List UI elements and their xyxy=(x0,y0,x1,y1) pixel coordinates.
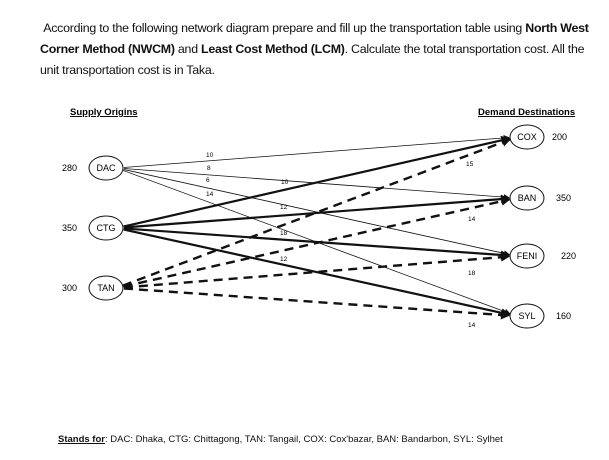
demand-node-label: FENI xyxy=(517,251,538,261)
edge-cost-tan-feni: 18 xyxy=(468,270,476,277)
supply-qty: 300 xyxy=(62,283,77,293)
supply-node-label: CTG xyxy=(97,223,116,233)
edge-tan-cox xyxy=(122,138,511,287)
problem-text-3: . Calculate the total transportation cos… xyxy=(40,42,585,77)
problem-statement: According to the following network diagr… xyxy=(40,18,600,81)
edges-group: 10 8 6 14 10 12 18 12 15 14 18 14 xyxy=(122,134,511,329)
supply-qty: 350 xyxy=(62,223,77,233)
demand-destinations-header: Demand Destinations xyxy=(478,107,575,118)
edge-cost-dac-ban: 8 xyxy=(207,165,211,172)
demand-node-cox: COX 200 xyxy=(509,124,567,150)
demand-node-label: SYL xyxy=(518,311,535,321)
legend-label: Stands for xyxy=(58,434,105,445)
edge-cost-ctg-feni: 18 xyxy=(280,230,288,237)
demand-node-label: COX xyxy=(517,132,537,142)
edge-cost-dac-syl: 14 xyxy=(206,191,214,198)
edge-ctg-cox xyxy=(123,135,511,228)
edge-ctg-syl xyxy=(123,228,511,318)
problem-bold-lcm: Least Cost Method (LCM) xyxy=(201,42,345,56)
legend: Stands for: DAC: Dhaka, CTG: Chittagong,… xyxy=(58,434,503,445)
problem-text-1: According to the following network diagr… xyxy=(43,21,526,35)
demand-node-ban: BAN 350 xyxy=(509,185,571,211)
demand-qty: 220 xyxy=(561,251,576,261)
problem-text-2: and xyxy=(174,42,202,56)
demand-qty: 200 xyxy=(552,132,567,142)
demand-qty: 160 xyxy=(556,311,571,321)
demand-qty: 350 xyxy=(556,193,571,203)
edge-cost-ctg-cox: 10 xyxy=(281,179,289,186)
supply-node-label: TAN xyxy=(97,283,114,293)
edge-cost-tan-ban: 14 xyxy=(468,216,476,223)
edge-tan-ban xyxy=(123,196,511,288)
edge-tan-feni xyxy=(123,252,510,289)
edge-tan-syl xyxy=(123,287,510,320)
legend-text: : DAC: Dhaka, CTG: Chittagong, TAN: Tang… xyxy=(104,434,503,445)
supply-origins-header: Supply Origins xyxy=(70,107,138,118)
supply-node-dac: DAC 280 xyxy=(62,155,124,181)
demand-node-label: BAN xyxy=(518,193,537,203)
problem-bold-nwcm: North West Corner Method (NWCM) xyxy=(40,21,589,56)
supply-node-ctg: CTG 350 xyxy=(62,215,124,241)
edge-ctg-ban xyxy=(123,194,510,229)
edge-cost-tan-syl: 14 xyxy=(468,322,476,329)
edge-cost-tan-cox: 15 xyxy=(466,161,474,168)
edge-dac-cox xyxy=(123,134,510,168)
edge-cost-ctg-syl: 12 xyxy=(280,256,288,263)
supply-node-tan: TAN 300 xyxy=(62,275,124,301)
edge-cost-dac-feni: 6 xyxy=(206,177,210,184)
demand-node-feni: FENI 220 xyxy=(509,243,576,269)
edge-cost-ctg-ban: 12 xyxy=(280,204,288,211)
supply-qty: 280 xyxy=(62,163,77,173)
edge-cost-dac-cox: 10 xyxy=(206,152,214,159)
supply-node-label: DAC xyxy=(96,163,116,173)
demand-node-syl: SYL 160 xyxy=(509,303,571,329)
nodes-group: DAC 280 CTG 350 TAN 300 COX 200 BAN 350 FENI 220 SYL… xyxy=(62,124,576,329)
